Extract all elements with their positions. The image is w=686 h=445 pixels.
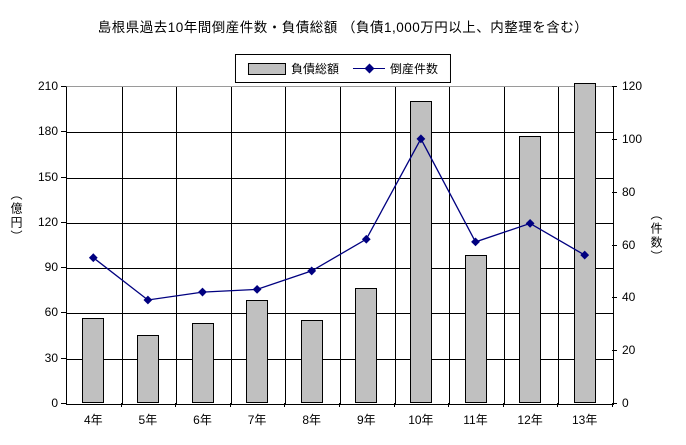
tick-mark	[557, 403, 559, 407]
tick-mark	[61, 176, 66, 178]
bar-6年	[191, 322, 214, 403]
tick-mark	[612, 191, 617, 193]
marker-9年	[361, 234, 371, 244]
marker-5年	[143, 295, 153, 305]
marker-12年	[525, 218, 535, 228]
tick-mark	[284, 403, 286, 407]
bar-swatch-icon	[247, 62, 286, 75]
tick-mark	[502, 403, 504, 407]
x-axis-label: 5年	[138, 413, 158, 427]
marker-6年	[198, 287, 207, 297]
left-axis-tick-label: 30	[44, 350, 58, 365]
line-swatch-icon	[353, 63, 385, 74]
tick-mark	[448, 403, 450, 407]
bar-10年	[409, 101, 432, 403]
bar-11年	[464, 255, 487, 403]
marker-7年	[252, 285, 262, 294]
bar-5年	[136, 335, 159, 403]
v-gridline	[449, 87, 451, 404]
bar-12年	[519, 135, 542, 403]
v-gridline	[285, 87, 287, 404]
x-axis-label: 10年	[408, 413, 434, 427]
x-axis-label: 8年	[302, 413, 322, 427]
marker-10年	[416, 134, 426, 144]
v-gridline	[558, 87, 560, 404]
legend-label-debt: 負債総額	[290, 62, 339, 76]
marker-8年	[307, 266, 317, 276]
x-axis-label: 11年	[463, 413, 488, 427]
tick-mark	[229, 403, 231, 407]
tick-mark	[175, 403, 177, 407]
left-axis-tick-label: 120	[37, 214, 58, 229]
tick-mark	[612, 403, 613, 407]
tick-mark	[612, 138, 617, 140]
bar-8年	[300, 319, 323, 403]
v-gridline	[121, 87, 123, 404]
tick-mark	[61, 131, 66, 133]
bar-13年	[573, 82, 596, 403]
legend-item-debt: 負債総額	[247, 60, 339, 77]
right-axis-title: （件数）	[649, 208, 663, 264]
tick-mark	[612, 403, 617, 404]
x-axis-label: 13年	[572, 413, 598, 427]
tick-mark	[612, 297, 617, 299]
tick-mark	[612, 244, 617, 246]
legend-item-cases: 倒産件数	[353, 60, 438, 77]
x-axis-label: 6年	[193, 413, 212, 427]
tick-mark	[120, 403, 122, 407]
tick-mark	[61, 86, 66, 87]
v-gridline	[503, 87, 505, 404]
right-axis-tick-label: 80	[622, 184, 636, 199]
tick-mark	[61, 312, 66, 314]
x-axis-label: 7年	[247, 413, 267, 427]
bar-9年	[355, 288, 378, 403]
marker-13年	[580, 250, 590, 260]
right-axis-tick-label: 120	[622, 79, 643, 93]
left-axis-tick-label: 180	[37, 124, 58, 139]
v-gridline	[230, 87, 232, 404]
v-gridline	[394, 87, 396, 404]
left-axis-tick-label: 150	[37, 169, 58, 184]
tick-mark	[61, 221, 66, 223]
legend: 負債総額 倒産件数	[234, 54, 452, 83]
tick-mark	[61, 267, 66, 269]
left-axis-tick-label: 60	[44, 305, 58, 320]
v-gridline	[340, 87, 341, 404]
tick-mark	[612, 350, 617, 352]
x-axis-label: 12年	[517, 413, 543, 427]
tick-mark	[61, 403, 66, 404]
right-axis-tick-label: 0	[622, 396, 629, 410]
right-axis-tick-label: 20	[622, 343, 636, 358]
left-axis-title: （億円）	[9, 188, 23, 244]
bar-4年	[82, 318, 105, 403]
tick-mark	[393, 403, 395, 407]
left-axis-tick-label: 0	[51, 396, 58, 410]
right-axis-tick-label: 40	[622, 290, 636, 305]
tick-mark	[61, 357, 66, 359]
left-axis-tick-label: 90	[44, 260, 58, 275]
tick-mark	[612, 86, 617, 87]
v-gridline	[176, 87, 178, 404]
right-axis-tick-label: 60	[622, 237, 636, 252]
legend-label-cases: 倒産件数	[390, 62, 439, 76]
right-axis-tick-label: 100	[622, 131, 643, 146]
x-axis-label: 4年	[83, 413, 103, 427]
left-axis-tick-label: 210	[37, 79, 58, 93]
tick-mark	[339, 403, 340, 407]
bar-7年	[246, 300, 269, 403]
x-axis-label: 9年	[356, 413, 376, 427]
chart-title: 島根県過去10年間倒産件数・負債総額 （負債1,000万円以上、内整理を含む）	[97, 20, 589, 35]
marker-11年	[471, 237, 480, 247]
line-series	[88, 134, 590, 305]
